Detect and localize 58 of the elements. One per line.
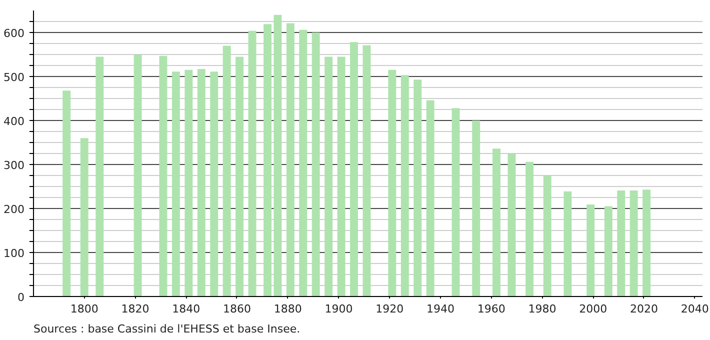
source-note: Sources : base Cassini de l'EHESS et base Insee. <box>34 322 300 336</box>
bar <box>134 54 142 296</box>
bar <box>299 30 308 296</box>
bar <box>286 23 294 296</box>
x-tick-label: 2040 <box>680 302 709 316</box>
bar <box>543 176 552 296</box>
x-tick-label: 2020 <box>630 302 658 316</box>
bar <box>604 206 612 296</box>
y-tick-label: 300 <box>4 159 25 172</box>
bar <box>184 70 193 296</box>
bar <box>642 190 651 296</box>
bar <box>274 14 282 296</box>
y-tick-label: 100 <box>4 247 25 260</box>
x-tick-label: 1900 <box>324 302 353 316</box>
bar <box>362 45 371 296</box>
bar <box>264 24 272 296</box>
bar <box>312 32 320 296</box>
x-tick-label: 2000 <box>579 302 608 316</box>
bar <box>508 154 516 296</box>
bar <box>172 72 180 296</box>
y-tick-label: 500 <box>4 71 25 84</box>
bar <box>337 56 346 296</box>
bar <box>400 75 409 296</box>
y-tick-label: 400 <box>4 115 25 128</box>
bar <box>210 72 218 296</box>
x-tick-label: 1920 <box>376 302 404 316</box>
bar <box>350 42 358 296</box>
x-tick-label: 1840 <box>172 302 200 316</box>
bar <box>159 56 168 296</box>
bar <box>414 80 422 296</box>
bar <box>236 56 244 296</box>
bar <box>222 46 231 296</box>
x-tick-label: 1880 <box>274 302 302 316</box>
bar <box>96 56 104 296</box>
x-tick-label: 1980 <box>528 302 556 316</box>
bar <box>388 70 396 296</box>
bar <box>324 56 333 296</box>
bar <box>62 90 71 296</box>
bar <box>492 148 500 296</box>
bar <box>617 190 626 296</box>
x-tick-label: 1820 <box>121 302 150 316</box>
bar <box>564 191 572 296</box>
bar <box>80 138 88 296</box>
x-tick-label: 1960 <box>477 302 506 316</box>
bar <box>586 204 595 296</box>
bar <box>526 162 534 296</box>
bar <box>452 108 460 296</box>
y-tick-label: 600 <box>4 27 25 40</box>
x-tick-label: 1800 <box>70 302 98 316</box>
bar <box>248 30 256 296</box>
bar <box>472 120 480 296</box>
bar <box>630 190 638 296</box>
y-tick-label: 200 <box>4 203 25 216</box>
bar <box>426 100 434 296</box>
y-tick-label: 0 <box>18 291 24 304</box>
x-tick-label: 1860 <box>223 302 251 316</box>
bar <box>197 69 206 296</box>
x-tick-label: 1940 <box>426 302 454 316</box>
